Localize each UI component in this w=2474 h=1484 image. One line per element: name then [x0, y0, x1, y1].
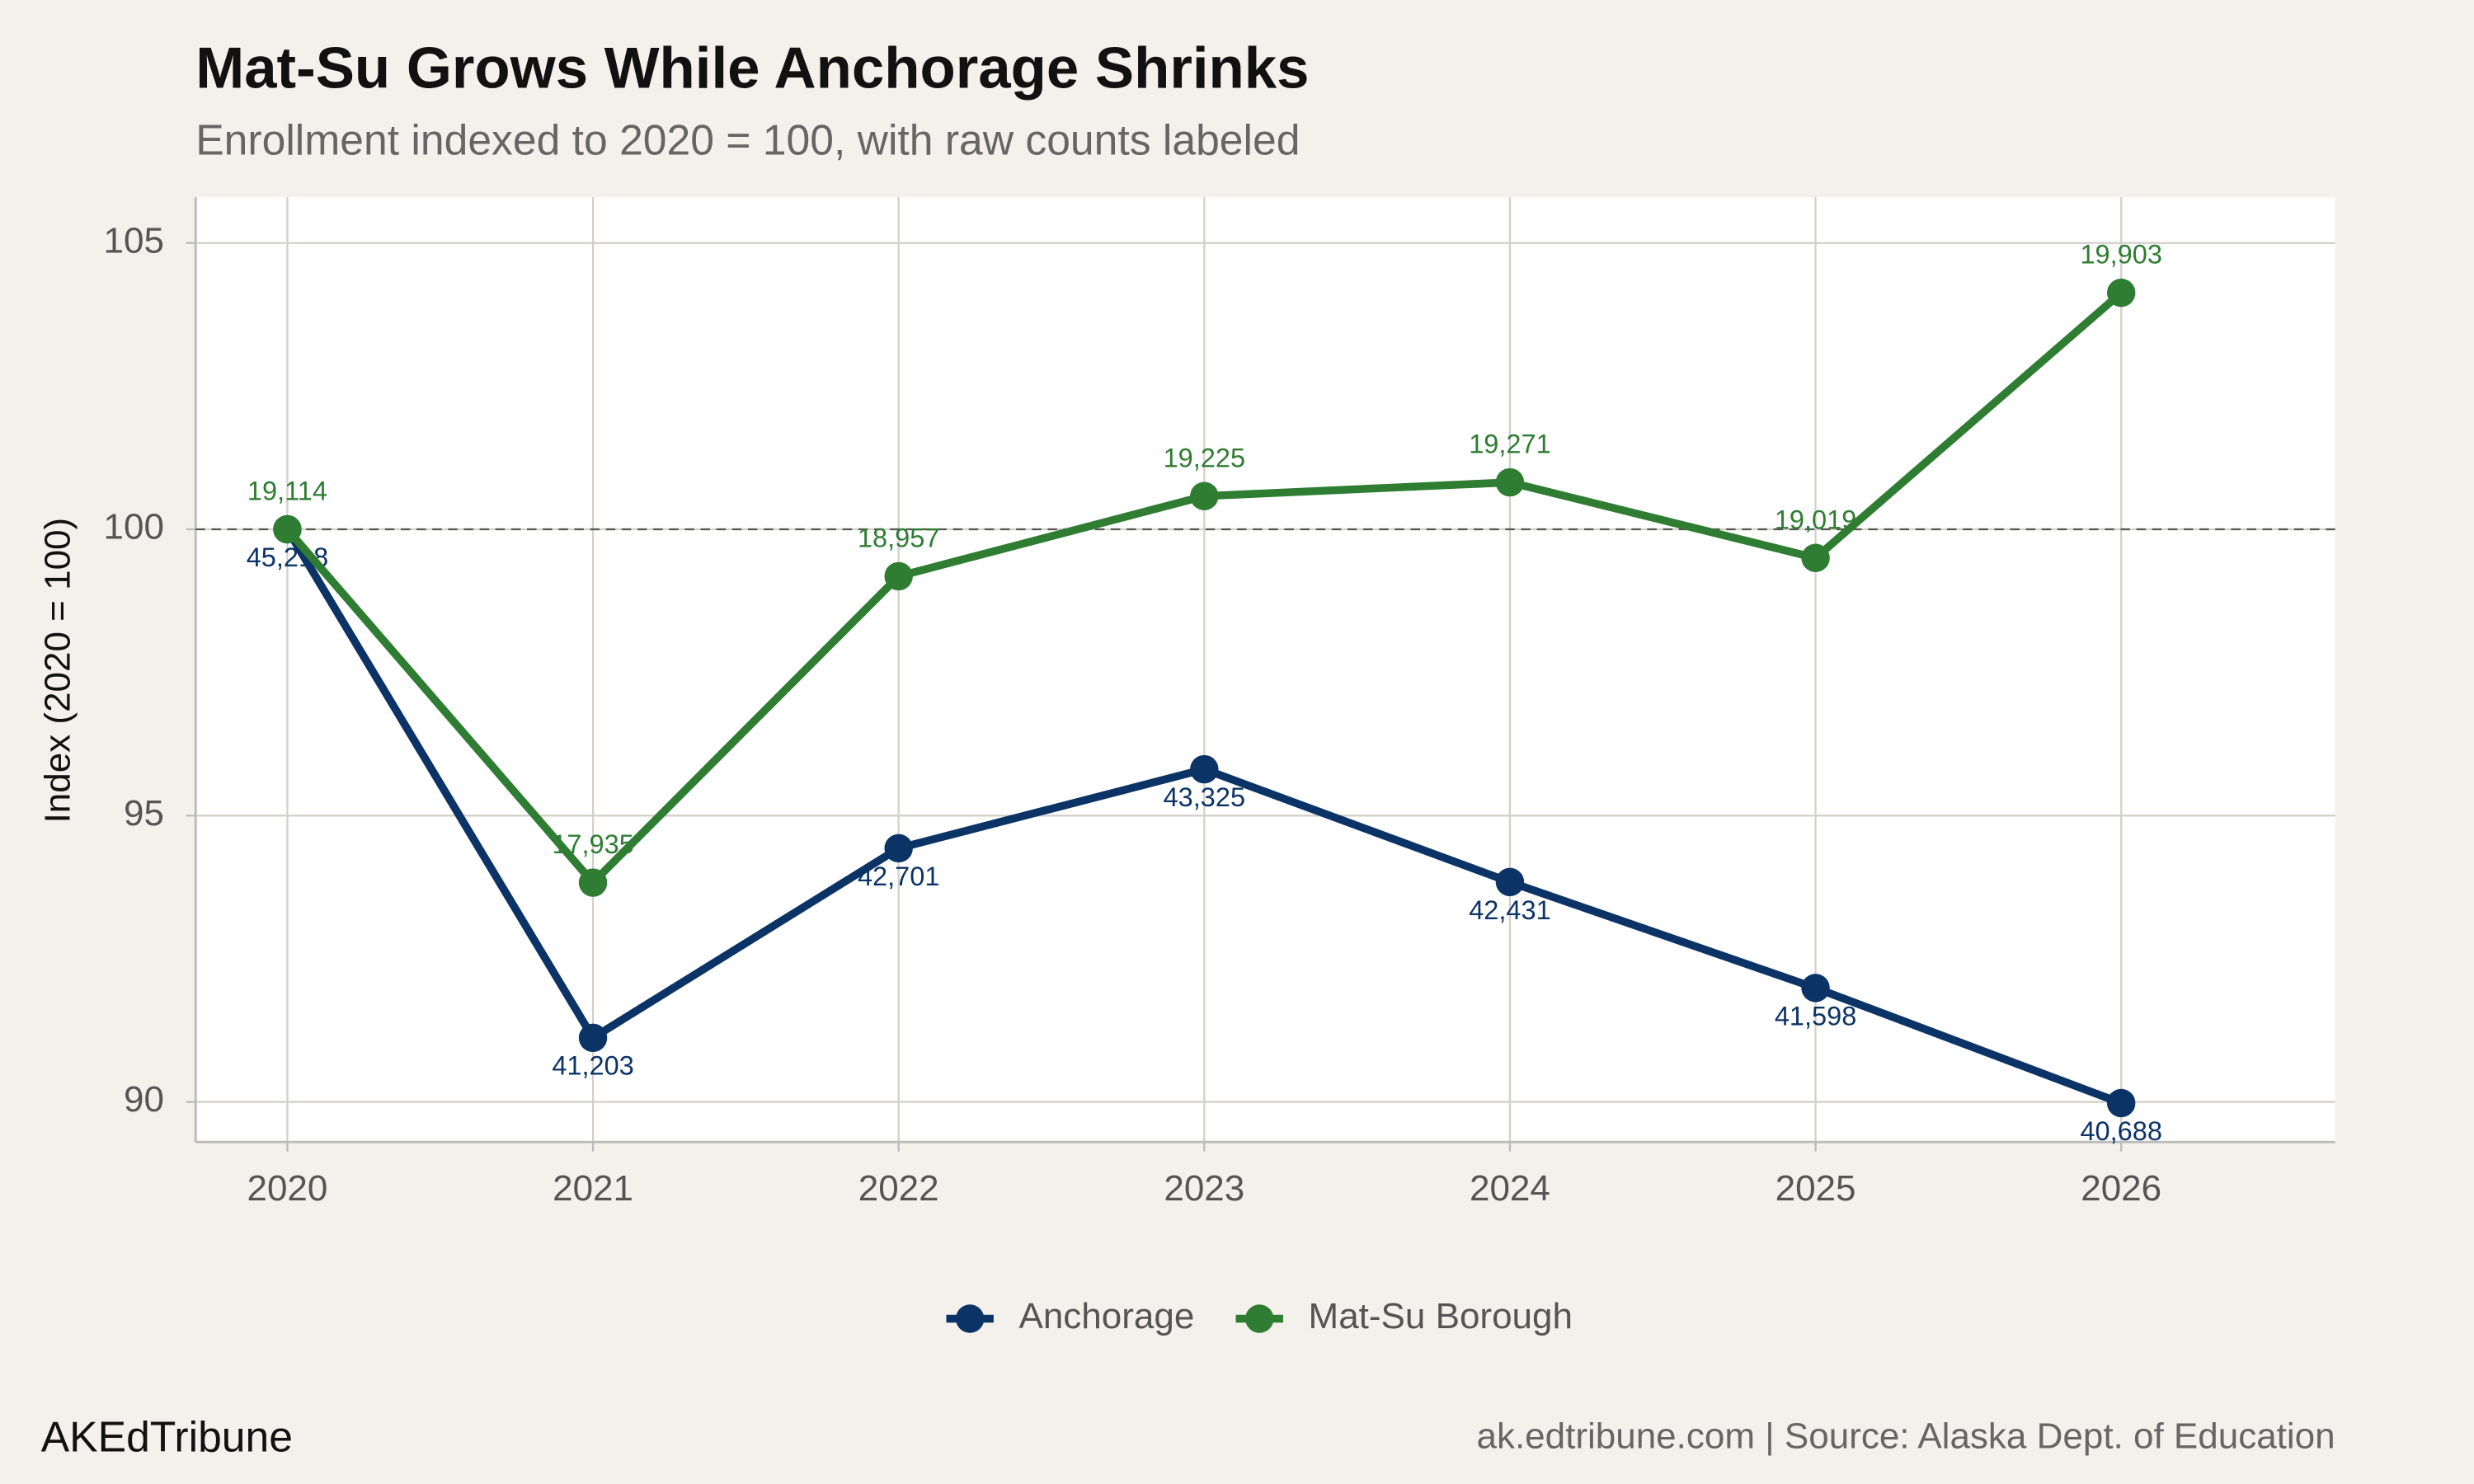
data-point	[1495, 867, 1525, 897]
x-tick-label: 2023	[1164, 1168, 1244, 1209]
y-tick-label: 90	[124, 1079, 164, 1120]
y-tick-label: 105	[104, 220, 164, 261]
data-label: 41,203	[552, 1051, 633, 1081]
data-point	[884, 834, 913, 863]
legend-key-point	[1245, 1304, 1274, 1333]
legend-key-point	[955, 1304, 985, 1333]
data-label: 40,688	[2080, 1116, 2161, 1146]
data-point	[1801, 543, 1830, 572]
caption: ak.edtribune.com | Source: Alaska Dept. …	[1476, 1416, 2335, 1457]
data-point	[2106, 1088, 2136, 1118]
data-label: 19,903	[2080, 240, 2161, 270]
plot-panel	[195, 197, 2335, 1143]
legend-label: Mat-Su Borough	[1309, 1296, 1573, 1336]
data-point	[273, 514, 302, 544]
data-label: 43,325	[1164, 782, 1245, 812]
data-label: 19,114	[247, 477, 327, 506]
x-tick-label: 2024	[1470, 1168, 1550, 1209]
data-point	[2106, 278, 2136, 308]
y-axis-label: Index (2020 = 100)	[37, 518, 78, 824]
grid: 90 95 100 105 2020 2021 2022 2023 2024 2025 2026	[104, 197, 2335, 1209]
data-label: 42,701	[858, 862, 939, 891]
data-point	[578, 1023, 608, 1053]
chart-subtitle: Enrollment indexed to 2020 = 100, with r…	[195, 116, 1300, 164]
data-point	[1190, 481, 1219, 510]
data-point	[884, 561, 913, 591]
legend-label: Anchorage	[1018, 1296, 1194, 1336]
data-point	[1190, 754, 1219, 784]
data-label: 17,935	[552, 829, 633, 859]
chart-title: Mat-Su Grows While Anchorage Shrinks	[195, 36, 1309, 101]
data-label: 19,225	[1164, 443, 1245, 472]
legend: Anchorage Mat-Su Borough	[946, 1296, 1573, 1336]
data-label: 19,019	[1775, 505, 1856, 534]
x-tick-label: 2022	[858, 1168, 939, 1209]
data-label: 42,431	[1469, 895, 1550, 925]
marks: 45,21841,20342,70143,32542,43141,59840,6…	[247, 240, 2162, 1146]
data-label: 41,598	[1775, 1001, 1856, 1031]
data-label: 18,957	[858, 524, 939, 553]
brand: AKEdTribune	[41, 1412, 293, 1460]
x-tick-label: 2021	[553, 1168, 633, 1209]
x-tick-label: 2025	[1776, 1168, 1856, 1209]
data-point	[1801, 974, 1830, 1003]
y-tick-label: 95	[124, 793, 164, 834]
data-point	[578, 868, 608, 897]
data-point	[1495, 467, 1525, 497]
y-tick-label: 100	[104, 507, 164, 547]
data-label: 19,271	[1469, 430, 1550, 459]
x-tick-label: 2020	[247, 1168, 327, 1209]
x-tick-label: 2026	[2081, 1168, 2161, 1209]
